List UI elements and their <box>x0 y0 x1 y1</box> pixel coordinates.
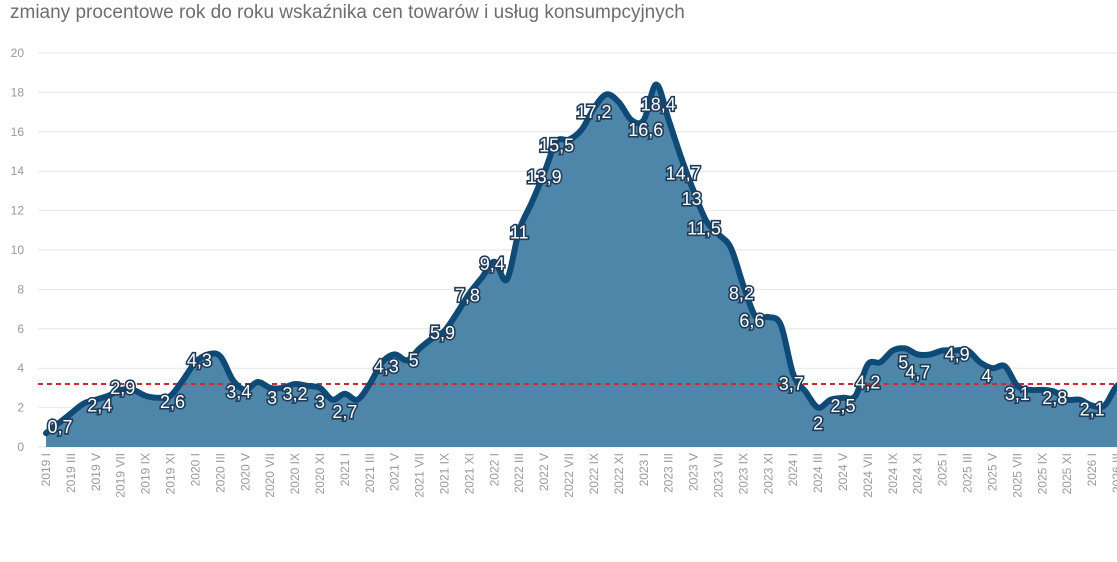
x-tick-label: 2021 IX <box>438 453 452 494</box>
chart-title: zmiany procentowe rok do roku wskaźnika … <box>10 2 685 23</box>
x-tick-label: 2026 I <box>1085 453 1099 486</box>
data-label: 2,5 <box>831 396 856 416</box>
x-tick-label: 2023 IX <box>736 453 750 494</box>
x-tick-label: 2024 VII <box>861 453 875 498</box>
data-label: 13 <box>682 189 702 209</box>
data-label: 4,3 <box>374 356 399 376</box>
data-label: 11,5 <box>687 218 721 238</box>
data-label: 2,8 <box>1042 388 1067 408</box>
data-label: 6,6 <box>739 311 764 331</box>
data-label: 2,7 <box>332 402 357 422</box>
x-tick-label: 2025 III <box>961 453 975 493</box>
x-tick-label: 2019 IX <box>139 453 153 494</box>
y-tick-label-14: 14 <box>11 164 25 178</box>
data-label: 16,6 <box>628 120 663 140</box>
y-tick-label-10: 10 <box>11 243 25 257</box>
x-tick-label: 2021 III <box>363 453 377 493</box>
x-tick-label: 2022 III <box>512 453 526 493</box>
data-label: 3,2 <box>283 384 308 404</box>
x-tick-label: 2023 XI <box>761 453 775 494</box>
x-tick-label: 2024 I <box>786 453 800 486</box>
x-tick-label: 2022 XI <box>612 453 626 494</box>
data-label: 2 <box>813 414 823 434</box>
y-tick-label-18: 18 <box>11 85 25 99</box>
y-tick-label-6: 6 <box>17 322 24 336</box>
x-tick-label: 2024 III <box>811 453 825 493</box>
x-tick-label: 2019 VII <box>114 453 128 498</box>
data-label: 3 <box>315 392 325 412</box>
data-label: 2,6 <box>160 392 185 412</box>
data-label: 4,9 <box>945 344 970 364</box>
x-tick-label: 2020 I <box>188 453 202 486</box>
x-tick-label: 2025 XI <box>1060 453 1074 494</box>
x-tick-label: 2024 V <box>836 453 850 491</box>
x-tick-label: 2021 XI <box>462 453 476 494</box>
series-area <box>46 84 1117 447</box>
x-tick-label: 2024 XI <box>911 453 925 494</box>
y-tick-label-8: 8 <box>17 282 24 296</box>
data-label: 18,4 <box>641 95 676 115</box>
x-tick-label: 2020 III <box>213 453 227 493</box>
data-label: 4,2 <box>855 372 880 392</box>
y-tick-label-16: 16 <box>11 125 25 139</box>
x-tick-label: 2019 XI <box>164 453 178 494</box>
x-tick-label: 2021 I <box>338 453 352 486</box>
data-label: 7,8 <box>455 285 480 305</box>
data-label: 3,1 <box>1005 384 1030 404</box>
x-tick-label: 2023 V <box>687 453 701 491</box>
x-tick-label: 2026 III <box>1110 453 1117 493</box>
x-tick-label: 2023 III <box>662 453 676 493</box>
y-tick-label-20: 20 <box>11 46 25 60</box>
x-tick-label: 2019 I <box>39 453 53 486</box>
data-label: 9,4 <box>480 254 505 274</box>
x-tick-label: 2019 V <box>89 453 103 491</box>
data-label: 15,5 <box>539 136 574 156</box>
data-label: 3,4 <box>226 382 251 402</box>
x-tick-label: 2025 IX <box>1035 453 1049 494</box>
data-label: 3,7 <box>779 374 804 394</box>
x-tick-label: 2020 VII <box>263 453 277 498</box>
x-tick-label: 2025 VII <box>1010 453 1024 498</box>
x-tick-label: 2021 V <box>388 453 402 491</box>
data-label: 13,9 <box>527 167 562 187</box>
x-tick-label: 2020 V <box>238 453 252 491</box>
x-tick-label: 2022 V <box>537 453 551 491</box>
data-label: 2,9 <box>110 378 135 398</box>
data-label: 14,7 <box>666 163 701 183</box>
data-label: 2,4 <box>87 396 112 416</box>
data-label: 4 <box>981 366 991 386</box>
data-label: 17,2 <box>576 102 611 122</box>
data-label: 11 <box>510 222 529 242</box>
x-tick-label: 2025 V <box>985 453 999 491</box>
x-tick-label: 2023 VII <box>711 453 725 498</box>
x-tick-label: 2019 III <box>64 453 78 493</box>
x-tick-label: 2024 IX <box>886 453 900 494</box>
data-label: 0,7 <box>47 417 72 437</box>
data-label: 8,2 <box>729 283 754 303</box>
x-tick-label: 2023 I <box>637 453 651 486</box>
y-tick-label-0: 0 <box>17 440 24 454</box>
x-tick-label: 2022 IX <box>587 453 601 494</box>
data-label: 5,9 <box>430 323 455 343</box>
data-label: 4,3 <box>187 350 212 370</box>
y-tick-label-12: 12 <box>11 204 25 218</box>
data-label: 3 <box>267 388 277 408</box>
data-label: 5 <box>898 353 908 373</box>
data-label: 5 <box>409 351 419 371</box>
data-label: 4,7 <box>905 362 930 382</box>
y-tick-label-2: 2 <box>17 401 24 415</box>
series-line <box>43 81 1117 437</box>
data-label: 2,1 <box>1080 400 1105 420</box>
x-tick-label: 2022 VII <box>562 453 576 498</box>
y-tick-label-4: 4 <box>17 361 24 375</box>
x-tick-label: 2025 I <box>936 453 950 486</box>
x-tick-label: 2020 XI <box>313 453 327 494</box>
x-tick-label: 2022 I <box>487 453 501 486</box>
x-tick-label: 2021 VII <box>413 453 427 498</box>
x-tick-label: 2020 IX <box>288 453 302 494</box>
